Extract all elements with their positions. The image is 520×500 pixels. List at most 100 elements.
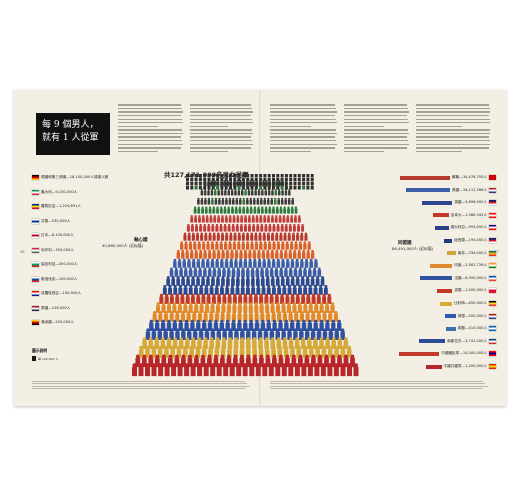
- soldier-icon: [219, 208, 223, 214]
- soldier-icon: [151, 331, 157, 340]
- soldier-icon: [254, 322, 260, 331]
- soldier-head: [240, 337, 244, 341]
- soldier-head: [334, 363, 339, 368]
- soldier-icon: [226, 278, 230, 286]
- soldier-head: [233, 232, 237, 236]
- soldier-head: [211, 197, 214, 200]
- soldier-icon: [288, 252, 292, 259]
- soldier-head: [151, 345, 156, 350]
- soldier-head: [207, 354, 212, 359]
- soldier-icon: [141, 358, 147, 368]
- soldier-icon: [135, 358, 141, 368]
- soldier-head: [300, 311, 304, 315]
- soldier-head: [265, 267, 269, 271]
- soldier-head: [285, 354, 290, 359]
- soldier-head: [175, 311, 179, 315]
- soldier-head: [258, 337, 263, 341]
- soldier-icon: [227, 296, 232, 304]
- soldier-head: [305, 258, 308, 262]
- soldier-icon: [295, 296, 300, 304]
- soldier-icon: [267, 178, 271, 182]
- allied-country-row: 南斯拉夫—3,741,000人: [419, 338, 496, 345]
- soldier-head: [204, 232, 208, 236]
- soldier-icon: [168, 287, 172, 295]
- soldier-icon: [212, 252, 216, 259]
- soldier-icon: [346, 349, 352, 358]
- soldier-icon: [292, 305, 297, 313]
- soldier-head: [294, 215, 297, 218]
- soldier-icon: [310, 278, 315, 286]
- soldier-icon: [230, 190, 234, 196]
- country-bar: [425, 364, 442, 369]
- soldier-head: [169, 328, 174, 332]
- soldier-icon: [246, 287, 250, 295]
- soldier-icon: [308, 287, 313, 295]
- soldier-icon: [210, 243, 215, 250]
- book-spread: 每 9 個男人， 就有 1 人從軍 共127,171,000名男女從軍 軸心國 …: [14, 90, 506, 406]
- soldier-head: [287, 328, 292, 332]
- soldier-icon: [171, 366, 177, 377]
- soldier-head: [211, 328, 215, 332]
- flag-icon: [32, 262, 39, 267]
- soldier-icon: [177, 261, 182, 268]
- soldier-icon: [231, 322, 236, 331]
- soldier-head: [187, 328, 191, 332]
- soldier-head: [237, 311, 242, 315]
- soldier-head: [186, 293, 190, 297]
- soldier-icon: [270, 252, 274, 259]
- soldier-head: [308, 363, 313, 368]
- soldier-icon: [283, 208, 287, 214]
- soldier-head: [288, 363, 293, 368]
- soldier-head: [284, 319, 288, 324]
- soldier-icon: [206, 261, 210, 268]
- soldier-head: [197, 241, 201, 244]
- soldier-icon: [211, 296, 216, 304]
- soldier-icon: [194, 287, 198, 295]
- soldier-head: [189, 241, 192, 244]
- soldier-icon: [340, 366, 346, 377]
- soldier-icon: [184, 243, 188, 250]
- soldier-icon: [272, 287, 276, 295]
- soldier-icon: [318, 287, 323, 295]
- soldier-head: [264, 293, 268, 297]
- soldier-head: [306, 249, 310, 253]
- flag-icon: [489, 175, 496, 180]
- soldier-icon: [159, 296, 164, 304]
- soldier-icon: [216, 186, 220, 190]
- soldier-head: [334, 311, 338, 315]
- soldier-icon: [201, 208, 204, 214]
- soldier-head: [132, 363, 137, 368]
- soldier-head: [319, 319, 324, 324]
- soldier-head: [173, 258, 177, 262]
- soldier-icon: [276, 226, 280, 232]
- soldier-icon: [206, 243, 210, 250]
- soldier-icon: [184, 366, 190, 377]
- body-text-column-4: [344, 102, 410, 154]
- soldier-head: [234, 328, 239, 332]
- soldier-icon: [297, 226, 300, 232]
- soldier-icon: [188, 243, 193, 250]
- soldier-icon: [194, 182, 198, 186]
- soldier-icon: [288, 270, 293, 277]
- soldier-icon: [195, 226, 198, 232]
- soldier-head: [246, 267, 250, 271]
- soldier-head: [296, 276, 300, 280]
- soldier-icon: [232, 305, 237, 313]
- soldier-icon: [201, 217, 205, 223]
- soldier-head: [331, 319, 335, 324]
- allied-country-row: 澳大利亞—993,000人: [434, 224, 496, 231]
- soldier-icon: [220, 174, 224, 178]
- soldier-head: [203, 337, 208, 341]
- soldier-head: [249, 363, 254, 368]
- soldier-head: [314, 363, 319, 368]
- soldier-icon: [207, 190, 210, 196]
- soldier-icon: [196, 296, 201, 304]
- soldier-icon: [250, 270, 255, 277]
- soldier-icon: [190, 178, 194, 182]
- soldier-icon: [266, 199, 270, 205]
- soldier-icon: [303, 270, 307, 277]
- soldier-head: [272, 223, 276, 227]
- soldier-icon: [190, 217, 194, 223]
- soldier-head: [170, 345, 175, 350]
- soldier-head: [221, 276, 225, 280]
